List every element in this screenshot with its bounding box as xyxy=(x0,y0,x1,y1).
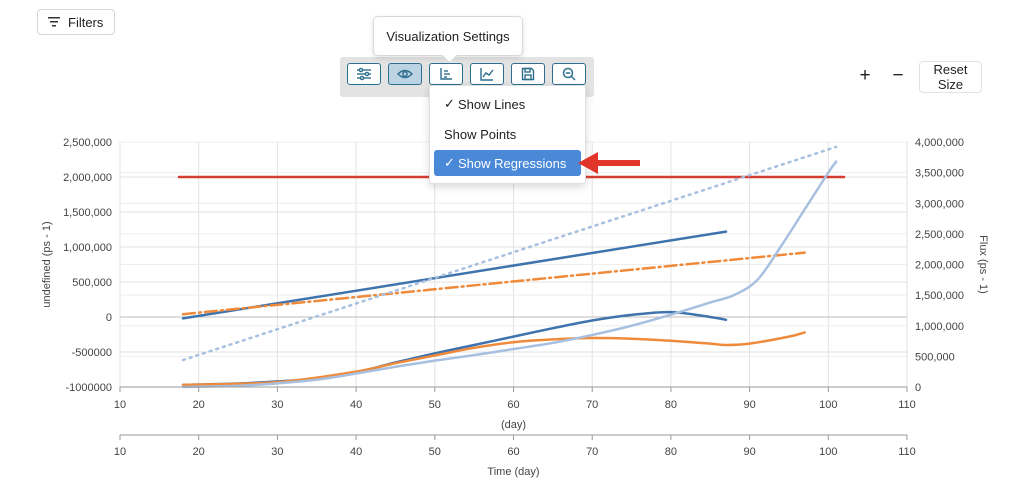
chart-type-button[interactable] xyxy=(470,63,504,85)
visualization-settings-tooltip: Visualization Settings xyxy=(373,16,523,56)
x2-tick-label: 30 xyxy=(271,446,283,458)
x-tick-label: 110 xyxy=(898,399,916,411)
y-tick-label: 1,500,000 xyxy=(63,207,112,219)
reset-size-button[interactable]: Reset Size xyxy=(919,61,982,93)
y-tick-label: 500,000 xyxy=(72,277,112,289)
series-line-1 xyxy=(181,230,728,320)
y-tick-label: 0 xyxy=(106,312,112,324)
line-chart-icon xyxy=(480,67,494,81)
filter-icon xyxy=(48,17,60,27)
series-line-3 xyxy=(181,145,838,362)
y2-tick-label: 0 xyxy=(915,382,921,394)
menu-item-show-lines[interactable]: ✓ Show Lines xyxy=(434,91,581,117)
y-tick-label: 1,000,000 xyxy=(63,242,112,254)
y2-axis-title: Flux (ps - 1) xyxy=(977,235,989,294)
x-tick-label: 20 xyxy=(193,399,205,411)
filters-label: Filters xyxy=(68,14,104,30)
x2-tick-label: 90 xyxy=(743,446,755,458)
chart-axes: 10 20 30 40 50 60 70 80 90 100 1102,500,0002,000,0… xyxy=(41,137,989,478)
settings-button[interactable] xyxy=(347,63,381,85)
y2-tick-label: 4,000,000 xyxy=(915,137,964,149)
y-tick-label: 2,000,000 xyxy=(63,172,112,184)
x-tick-label: 70 xyxy=(586,399,598,411)
visibility-dropdown: ✓ Show Lines Show Points ✓ Show Regressi… xyxy=(429,85,586,184)
axis-button[interactable] xyxy=(429,63,463,85)
series-line-6 xyxy=(181,160,838,389)
x-tick-label: 30 xyxy=(271,399,283,411)
menu-item-label: Show Lines xyxy=(458,96,526,112)
zoom-out-icon xyxy=(562,67,576,81)
y2-tick-label: 1,000,000 xyxy=(915,321,964,333)
axis-icon xyxy=(439,67,453,81)
check-icon: ✓ xyxy=(444,96,455,111)
y-axis-title: undefined (ps - 1) xyxy=(41,221,53,307)
tooltip-text: Visualization Settings xyxy=(386,28,510,44)
x2-tick-label: 60 xyxy=(507,446,519,458)
y2-tick-label: 500,000 xyxy=(915,351,955,363)
eye-icon xyxy=(397,68,413,80)
zoom-out-button[interactable] xyxy=(552,63,586,85)
sliders-icon xyxy=(356,67,372,81)
series-line-5 xyxy=(181,331,806,387)
y2-tick-label: 1,500,000 xyxy=(915,290,964,302)
check-icon: ✓ xyxy=(444,155,455,170)
x2-tick-label: 70 xyxy=(586,446,598,458)
y2-tick-label: 2,500,000 xyxy=(915,229,964,241)
menu-item-label: Show Regressions xyxy=(458,155,567,171)
x2-tick-label: 50 xyxy=(429,446,441,458)
y-tick-label: -1000000 xyxy=(66,382,113,394)
annotation-arrow-icon xyxy=(578,150,642,176)
x2-tick-label: 40 xyxy=(350,446,362,458)
menu-item-label: Show Points xyxy=(444,126,517,142)
x-tick-label: 60 xyxy=(507,399,519,411)
x2-axis-title: Time (day) xyxy=(487,466,539,478)
x-axis-title: (day) xyxy=(501,419,526,431)
filters-button[interactable]: Filters xyxy=(37,9,115,35)
y2-tick-label: 2,000,000 xyxy=(915,260,964,272)
series-line-2 xyxy=(181,251,806,316)
x-tick-label: 100 xyxy=(819,399,837,411)
x2-tick-label: 80 xyxy=(665,446,677,458)
x2-tick-label: 110 xyxy=(898,446,916,458)
menu-item-show-points[interactable]: Show Points xyxy=(434,121,581,147)
x-tick-label: 50 xyxy=(429,399,441,411)
menu-item-show-regressions[interactable]: ✓ Show Regressions xyxy=(434,150,581,176)
save-icon xyxy=(521,67,535,81)
chart-series xyxy=(177,145,846,389)
x2-tick-label: 100 xyxy=(819,446,837,458)
y2-tick-label: 3,000,000 xyxy=(915,198,964,210)
x-tick-label: 90 xyxy=(743,399,755,411)
y-tick-label: -500000 xyxy=(72,347,112,359)
x-tick-label: 10 xyxy=(114,399,126,411)
y2-tick-label: 3,500,000 xyxy=(915,168,964,180)
zoom-out-size-button[interactable]: − xyxy=(892,65,904,86)
visibility-button[interactable] xyxy=(388,63,422,85)
x2-tick-label: 10 xyxy=(114,446,126,458)
x-tick-label: 80 xyxy=(665,399,677,411)
x-tick-label: 40 xyxy=(350,399,362,411)
y-tick-label: 2,500,000 xyxy=(63,137,112,149)
x2-tick-label: 20 xyxy=(193,446,205,458)
save-button[interactable] xyxy=(511,63,545,85)
zoom-in-button[interactable]: + xyxy=(859,65,871,86)
